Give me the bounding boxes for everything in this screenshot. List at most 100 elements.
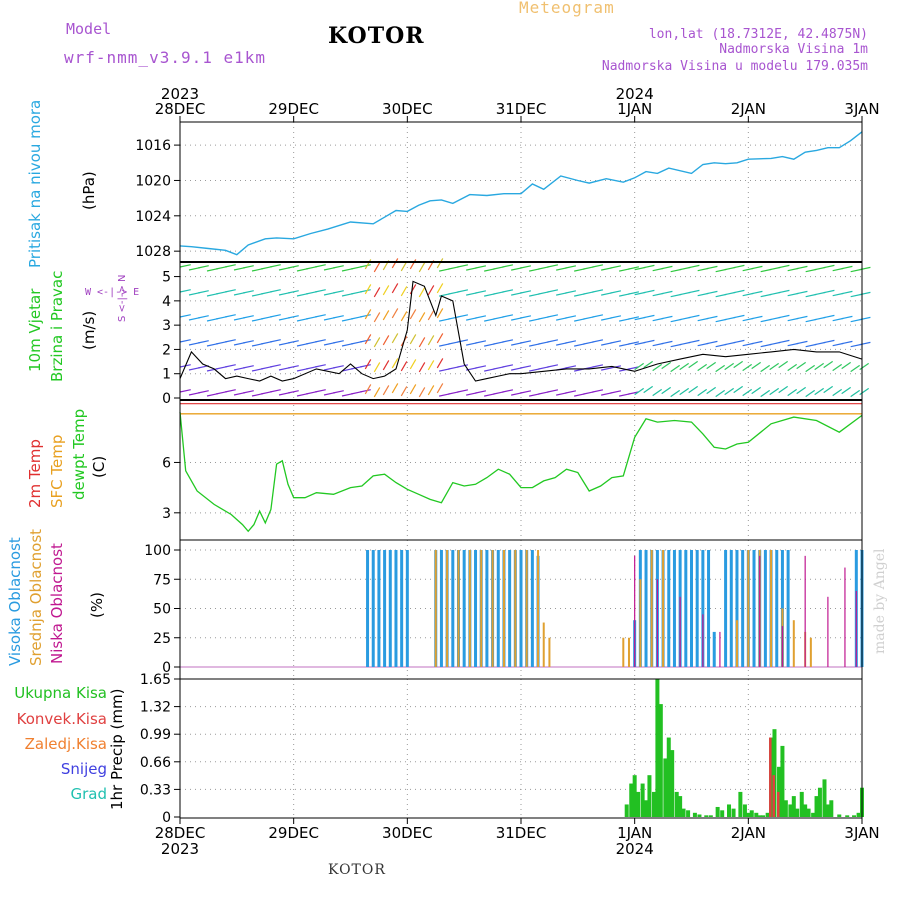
wind-barb <box>332 290 344 294</box>
wind-barb <box>643 289 655 294</box>
wind-barb <box>278 317 290 321</box>
wind-barb <box>287 365 299 369</box>
wind-barb <box>436 283 444 294</box>
high-cloud-bar <box>735 550 739 667</box>
wind-barb <box>742 292 754 297</box>
wind-barb <box>305 291 317 295</box>
wind-barb <box>296 343 308 347</box>
wind-barb <box>484 393 496 397</box>
wind-barb <box>850 293 862 298</box>
x-tick-label-bottom: 30DEC <box>382 824 433 842</box>
high-cloud-bar <box>712 631 716 667</box>
wind-barb <box>475 340 487 344</box>
high-cloud-bar <box>729 550 733 667</box>
wind-barb <box>511 317 523 321</box>
wind-barb <box>652 388 663 397</box>
wind-barb <box>466 392 478 396</box>
wind-barb <box>805 364 816 373</box>
y-tick-label: 1020 <box>135 173 171 189</box>
wind-barb <box>574 318 586 322</box>
wind-barb <box>670 389 681 398</box>
wind-barb <box>601 342 613 346</box>
total-precip-bar <box>624 804 629 817</box>
total-precip-bar <box>777 766 782 817</box>
high-cloud-bar <box>763 550 767 667</box>
year-label-bottom: 2024 <box>616 840 654 858</box>
wind-barb <box>418 337 426 348</box>
wind-barb <box>679 266 691 271</box>
wind-barb <box>592 264 604 268</box>
wind-barb <box>661 386 672 395</box>
wind-barb <box>475 290 487 294</box>
total-precip-bar <box>742 804 747 817</box>
wind-barb <box>556 267 568 271</box>
wind-barb <box>427 360 435 371</box>
wind-barb <box>769 316 781 321</box>
wind-barb <box>697 267 709 272</box>
wind-barb <box>296 368 308 372</box>
total-precip-bar <box>658 704 663 817</box>
wind-barb <box>418 287 426 298</box>
wind-barb <box>359 364 371 368</box>
y-tick-label: 6 <box>162 455 171 471</box>
wind-barb <box>661 340 673 345</box>
high-cloud-bar <box>383 550 387 667</box>
convective-precip-bar <box>769 737 772 817</box>
wind-barb <box>520 365 532 369</box>
wind-barb <box>529 293 541 297</box>
y-tick-label: 5 <box>162 270 171 286</box>
wind-barb <box>359 314 371 318</box>
wind-barb <box>400 361 408 372</box>
wind-barb <box>493 341 505 345</box>
total-precip-bar <box>757 815 762 817</box>
low-cloud-bar <box>855 590 857 667</box>
y-tick-label: 25 <box>153 631 171 647</box>
high-cloud-bar <box>371 550 375 667</box>
wind-barb <box>661 265 673 270</box>
wind-barb <box>787 388 798 397</box>
wind-barb <box>628 266 640 270</box>
wind-barb <box>269 339 281 343</box>
wind-barb <box>715 389 726 398</box>
wind-barb <box>502 364 514 368</box>
wind-barb <box>529 393 541 397</box>
wind-barb <box>706 290 718 295</box>
wind-barb <box>841 265 853 270</box>
wind-barb <box>314 264 326 268</box>
wind-barb <box>742 267 754 272</box>
wind-barb <box>251 343 263 347</box>
total-precip-bar <box>644 800 649 817</box>
wind-barb <box>634 291 646 296</box>
wind-barb <box>715 343 727 348</box>
high-cloud-bar <box>388 550 392 667</box>
wind-barb <box>583 291 595 295</box>
wind-barb <box>364 384 372 395</box>
wind-barb <box>859 266 871 271</box>
model-label: Model <box>66 20 112 38</box>
wind-barb <box>341 293 353 297</box>
x-tick-label-bottom: 3JAN <box>844 824 879 842</box>
wind-barb <box>628 316 640 320</box>
year-label-top: 2024 <box>616 85 654 103</box>
total-precip-bar <box>814 796 819 817</box>
wind-barb <box>592 289 604 293</box>
wind-barb <box>323 367 335 371</box>
wind-barb <box>769 387 780 396</box>
wind-barb <box>778 264 790 269</box>
wind-barb <box>215 291 227 295</box>
wind-barb <box>643 314 655 319</box>
wind-barb <box>427 385 435 396</box>
total-precip-bar <box>845 815 850 817</box>
wind-barb <box>679 291 691 296</box>
wind-barb <box>814 362 825 371</box>
wind-barb <box>529 318 541 322</box>
wind-barb <box>242 365 254 369</box>
wind-barb <box>493 291 505 295</box>
wind-barb <box>466 342 478 346</box>
wind-barb <box>206 318 218 322</box>
wind-barb <box>610 265 622 269</box>
wind-barb <box>475 315 487 319</box>
wind-barb <box>859 291 871 296</box>
wind-barb <box>332 390 344 394</box>
wind-barb <box>341 368 353 372</box>
